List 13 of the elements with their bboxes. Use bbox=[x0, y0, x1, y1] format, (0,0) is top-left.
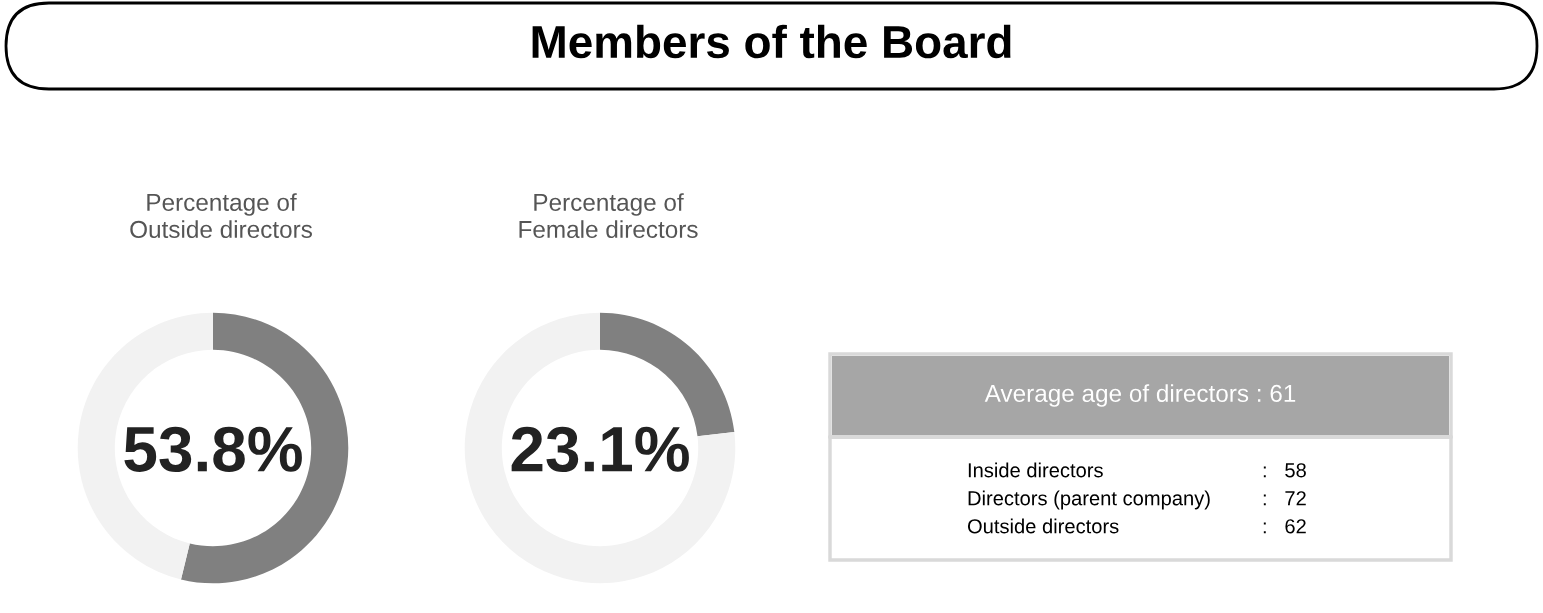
chart-title: Percentage of Outside directors bbox=[130, 193, 312, 239]
donut-slice bbox=[464, 312, 736, 584]
text: Directors (parent company) bbox=[968, 490, 1210, 510]
text: 23.1% bbox=[511, 426, 689, 472]
text: : 58 bbox=[1263, 463, 1306, 478]
text: : 72 bbox=[1263, 491, 1306, 506]
text: 53.8% bbox=[124, 426, 302, 472]
text: : 62 bbox=[1263, 519, 1306, 534]
text: Members of the Board bbox=[532, 24, 1011, 59]
text: Outside directors bbox=[967, 518, 1119, 534]
text: Inside directors bbox=[968, 462, 1103, 478]
chart-title: Percentage of Female directors bbox=[519, 193, 698, 239]
text: Average age of directors : 61 bbox=[984, 384, 1296, 407]
